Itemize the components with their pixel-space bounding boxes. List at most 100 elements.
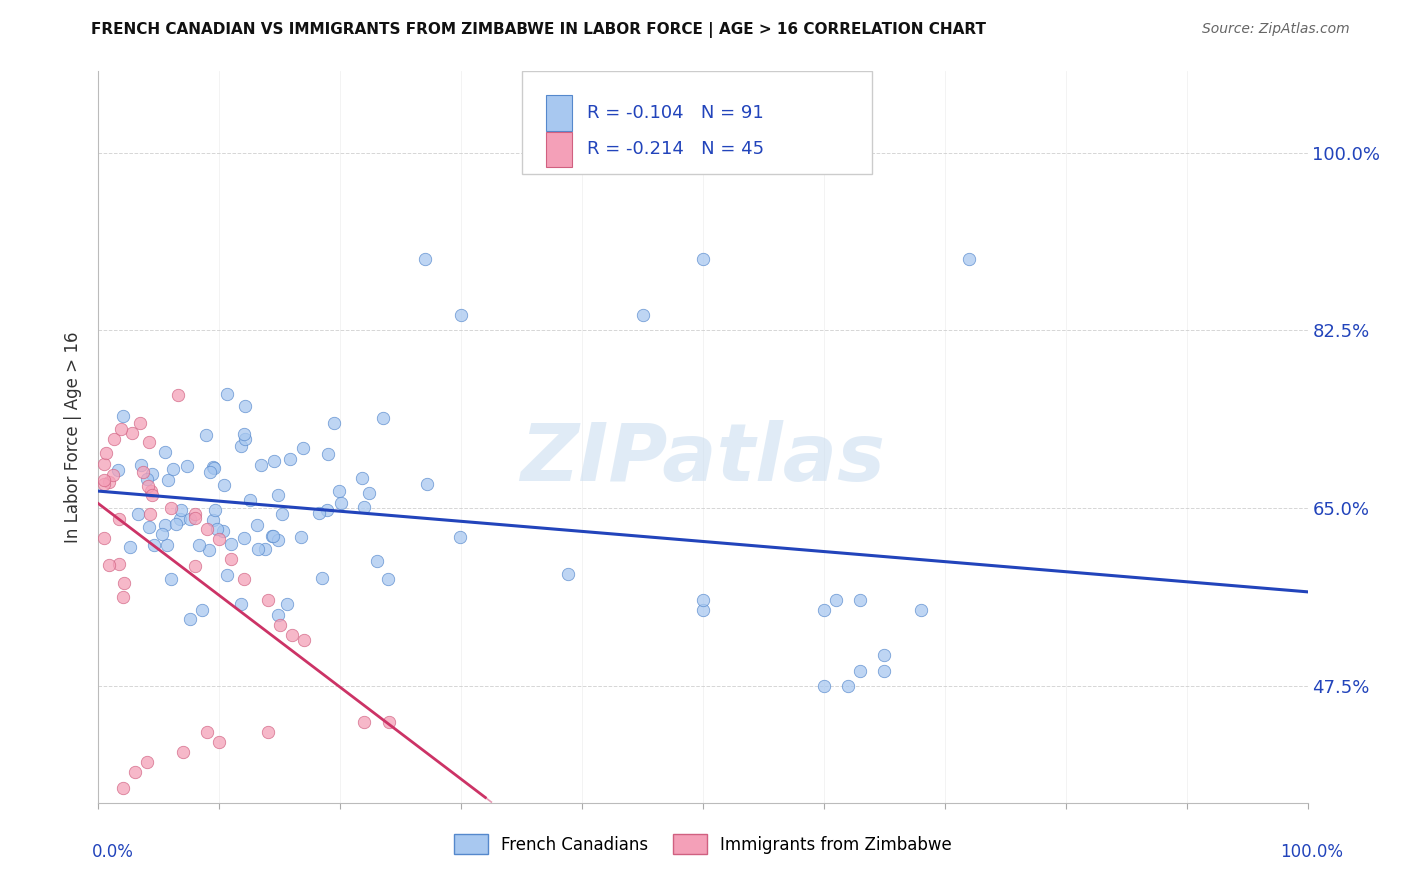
- Point: [110, 422, 132, 436]
- Point: [195, 724, 218, 739]
- Point: [194, 428, 217, 442]
- Point: [169, 511, 191, 525]
- Point: [219, 537, 242, 551]
- Bar: [546, 132, 572, 167]
- Text: FRENCH CANADIAN VS IMMIGRANTS FROM ZIMBABWE IN LABOR FORCE | AGE > 16 CORRELATIO: FRENCH CANADIAN VS IMMIGRANTS FROM ZIMBA…: [91, 22, 987, 38]
- Point: [233, 433, 256, 447]
- Point: [290, 530, 312, 544]
- Text: Source: ZipAtlas.com: Source: ZipAtlas.com: [1202, 22, 1350, 37]
- Point: [849, 592, 872, 607]
- Point: [281, 628, 304, 642]
- Point: [256, 592, 278, 607]
- Point: [229, 439, 252, 453]
- Point: [101, 468, 124, 483]
- Point: [93, 457, 115, 471]
- Point: [260, 528, 283, 542]
- Point: [172, 745, 194, 759]
- Point: [184, 511, 207, 525]
- Point: [176, 458, 198, 473]
- Point: [837, 679, 859, 693]
- Point: [201, 513, 224, 527]
- Point: [93, 531, 115, 545]
- Point: [111, 590, 134, 604]
- Point: [208, 735, 231, 749]
- Point: [366, 554, 388, 568]
- Point: [103, 432, 125, 446]
- Point: [129, 416, 152, 430]
- Point: [292, 633, 315, 648]
- Point: [278, 452, 301, 467]
- Point: [250, 458, 273, 472]
- Point: [205, 522, 228, 536]
- Point: [141, 488, 163, 502]
- Point: [202, 461, 225, 475]
- Point: [120, 541, 142, 555]
- Point: [269, 618, 291, 632]
- Point: [253, 542, 276, 557]
- Point: [557, 567, 579, 582]
- Point: [323, 417, 346, 431]
- Point: [188, 538, 211, 552]
- Text: R = -0.104   N = 91: R = -0.104 N = 91: [586, 104, 763, 122]
- Point: [266, 488, 288, 502]
- Point: [156, 538, 179, 552]
- Point: [141, 467, 163, 482]
- Point: [873, 664, 896, 678]
- Point: [184, 507, 207, 521]
- Point: [318, 447, 340, 461]
- Point: [112, 575, 135, 590]
- Point: [135, 755, 157, 769]
- Point: [94, 446, 117, 460]
- Point: [138, 520, 160, 534]
- Point: [201, 460, 224, 475]
- Text: 100.0%: 100.0%: [1279, 843, 1343, 861]
- Point: [413, 252, 436, 267]
- Point: [108, 512, 131, 526]
- Point: [136, 479, 159, 493]
- Point: [143, 537, 166, 551]
- Point: [221, 552, 243, 566]
- Point: [910, 603, 932, 617]
- Point: [165, 516, 187, 531]
- Point: [315, 503, 337, 517]
- Point: [138, 507, 160, 521]
- Point: [195, 521, 218, 535]
- Point: [813, 679, 835, 693]
- Point: [232, 531, 254, 545]
- Point: [873, 648, 896, 663]
- Point: [153, 445, 176, 459]
- Point: [124, 765, 146, 780]
- Point: [377, 714, 399, 729]
- Point: [231, 597, 253, 611]
- Point: [157, 474, 180, 488]
- Point: [266, 533, 288, 547]
- Point: [357, 485, 380, 500]
- Point: [212, 478, 235, 492]
- Text: R = -0.214   N = 45: R = -0.214 N = 45: [586, 140, 763, 158]
- Point: [246, 518, 269, 533]
- Point: [198, 466, 221, 480]
- Point: [184, 559, 207, 574]
- Point: [450, 308, 472, 322]
- Point: [256, 724, 278, 739]
- Text: ZIPatlas: ZIPatlas: [520, 420, 886, 498]
- FancyBboxPatch shape: [522, 71, 872, 174]
- Text: 0.0%: 0.0%: [91, 843, 134, 861]
- Point: [957, 252, 980, 267]
- Point: [150, 527, 173, 541]
- Point: [191, 602, 214, 616]
- Point: [167, 388, 190, 402]
- Point: [138, 435, 160, 450]
- Point: [328, 483, 350, 498]
- Point: [692, 603, 714, 617]
- Point: [93, 473, 115, 487]
- Point: [153, 518, 176, 533]
- Point: [233, 399, 256, 413]
- Point: [179, 612, 201, 626]
- Point: [141, 483, 163, 498]
- Point: [121, 425, 143, 440]
- Point: [107, 463, 129, 477]
- Point: [136, 472, 159, 486]
- Point: [825, 592, 848, 607]
- Point: [97, 558, 120, 573]
